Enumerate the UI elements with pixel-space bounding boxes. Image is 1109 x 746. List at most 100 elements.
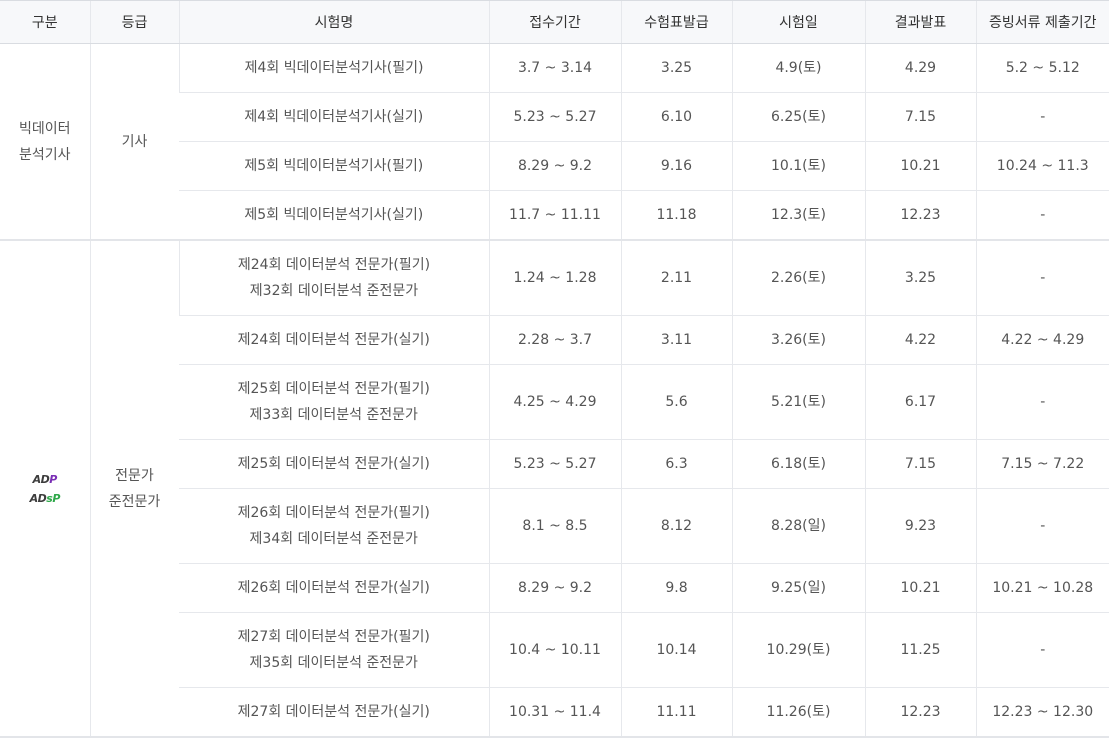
exam-name-line: 제24회 데이터분석 전문가(필기) xyxy=(237,257,431,273)
result-cell: 9.23 xyxy=(864,488,976,564)
exam-date-cell: 6.18(토) xyxy=(731,439,865,489)
grade-label: 기사 xyxy=(121,133,148,150)
registration-cell: 10.4 ~ 10.11 xyxy=(488,612,621,688)
exam-date-cell: 10.1(토) xyxy=(731,141,865,191)
exam-date-cell: 11.26(토) xyxy=(731,687,865,738)
table-row: 제24회 데이터분석 전문가(실기) 2.28 ~ 3.7 3.11 3.26(… xyxy=(0,315,1109,365)
exam-name-cell: 제25회 데이터분석 전문가(필기) 제33회 데이터분석 준전문가 xyxy=(179,364,489,440)
header-exam-date: 시험일 xyxy=(731,0,865,44)
exam-name-line: 제34회 데이터분석 준전문가 xyxy=(249,531,418,547)
table-row: 제25회 데이터분석 전문가(필기) 제33회 데이터분석 준전문가 4.25 … xyxy=(0,364,1109,440)
category-cell: ADP ADsP xyxy=(0,240,90,738)
ticket-cell: 10.14 xyxy=(620,612,732,688)
result-cell: 6.17 xyxy=(864,364,976,440)
exam-date-cell: 2.26(토) xyxy=(731,240,865,316)
table-row: 제25회 데이터분석 전문가(실기) 5.23 ~ 5.27 6.3 6.18(… xyxy=(0,439,1109,489)
grade-cell: 기사 xyxy=(89,43,179,241)
documents-cell: - xyxy=(975,240,1109,316)
table-row: ADP ADsP 전문가 준전문가 제24회 데이터분석 전문가(필기) 제32… xyxy=(0,240,1109,738)
documents-cell: 5.2 ~ 5.12 xyxy=(975,43,1109,93)
documents-cell: - xyxy=(975,190,1109,241)
grade-label: 전문가 xyxy=(115,467,154,484)
registration-cell: 1.24 ~ 1.28 xyxy=(488,240,621,316)
header-document-submission: 증빙서류 제출기간 xyxy=(975,0,1109,44)
exam-name-line: 제27회 데이터분석 전문가(필기) xyxy=(237,629,430,645)
ticket-cell: 5.6 xyxy=(620,364,732,440)
ticket-cell: 3.11 xyxy=(620,315,732,365)
exam-name-line: 제33회 데이터분석 준전문가 xyxy=(249,407,418,423)
exam-name-cell: 제5회 빅데이터분석기사(실기) xyxy=(179,190,489,241)
ticket-cell: 9.8 xyxy=(620,563,732,613)
documents-cell: 10.21 ~ 10.28 xyxy=(975,563,1109,613)
documents-cell: - xyxy=(975,364,1109,440)
exam-name-cell: 제26회 데이터분석 전문가(실기) xyxy=(179,563,489,613)
table-row: 제5회 빅데이터분석기사(실기) 11.7 ~ 11.11 11.18 12.3… xyxy=(0,190,1109,241)
ticket-cell: 3.25 xyxy=(620,43,732,93)
registration-cell: 5.23 ~ 5.27 xyxy=(488,92,621,142)
documents-cell: 12.23 ~ 12.30 xyxy=(975,687,1109,738)
exam-name-cell: 제24회 데이터분석 전문가(필기) 제32회 데이터분석 준전문가 xyxy=(178,240,489,316)
exam-name-line: 제25회 데이터분석 전문가(필기) xyxy=(237,381,430,397)
exam-date-cell: 4.9(토) xyxy=(731,43,865,93)
exam-name-cell: 제25회 데이터분석 전문가(실기) xyxy=(179,439,489,489)
registration-cell: 8.1 ~ 8.5 xyxy=(488,488,621,564)
header-grade: 등급 xyxy=(89,0,179,44)
registration-cell: 8.29 ~ 9.2 xyxy=(488,141,621,191)
adsp-logo: ADsP xyxy=(29,491,61,505)
exam-name-cell: 제4회 빅데이터분석기사(필기) xyxy=(178,43,489,93)
header-category: 구분 xyxy=(0,0,90,44)
ticket-cell: 6.10 xyxy=(620,92,732,142)
ticket-cell: 11.11 xyxy=(620,687,732,738)
registration-cell: 4.25 ~ 4.29 xyxy=(488,364,621,440)
exam-date-cell: 3.26(토) xyxy=(731,315,865,365)
category-cell: 빅데이터 분석기사 xyxy=(0,43,90,241)
exam-date-cell: 8.28(일) xyxy=(731,488,865,564)
table-row: 제26회 데이터분석 전문가(실기) 8.29 ~ 9.2 9.8 9.25(일… xyxy=(0,563,1109,613)
documents-cell: - xyxy=(975,488,1109,564)
result-cell: 12.23 xyxy=(864,190,976,241)
exam-date-cell: 5.21(토) xyxy=(731,364,865,440)
documents-cell: - xyxy=(975,612,1109,688)
exam-name-cell: 제4회 빅데이터분석기사(실기) xyxy=(179,92,489,142)
ticket-cell: 8.12 xyxy=(620,488,732,564)
adp-logo: ADP xyxy=(32,472,58,486)
ticket-cell: 9.16 xyxy=(620,141,732,191)
exam-date-cell: 6.25(토) xyxy=(731,92,865,142)
header-exam-name: 시험명 xyxy=(178,0,489,44)
table-row: 빅데이터 분석기사 기사 제4회 빅데이터분석기사(필기) 3.7 ~ 3.14… xyxy=(0,43,1109,241)
documents-cell: 4.22 ~ 4.29 xyxy=(975,315,1109,365)
registration-cell: 11.7 ~ 11.11 xyxy=(488,190,621,241)
exam-name-line: 제32회 데이터분석 준전문가 xyxy=(249,283,419,299)
table-row: 제27회 데이터분석 전문가(실기) 10.31 ~ 11.4 11.11 11… xyxy=(0,687,1109,738)
result-cell: 4.22 xyxy=(864,315,976,365)
table-row: 제27회 데이터분석 전문가(필기) 제35회 데이터분석 준전문가 10.4 … xyxy=(0,612,1109,688)
exam-name-line: 제26회 데이터분석 전문가(필기) xyxy=(237,505,430,521)
exam-name-cell: 제27회 데이터분석 전문가(필기) 제35회 데이터분석 준전문가 xyxy=(179,612,489,688)
ticket-cell: 11.18 xyxy=(620,190,732,241)
exam-date-cell: 12.3(토) xyxy=(731,190,865,241)
table-row: 제4회 빅데이터분석기사(실기) 5.23 ~ 5.27 6.10 6.25(토… xyxy=(0,92,1109,142)
result-cell: 10.21 xyxy=(864,141,976,191)
exam-name-cell: 제26회 데이터분석 전문가(필기) 제34회 데이터분석 준전문가 xyxy=(179,488,489,564)
result-cell: 12.23 xyxy=(864,687,976,738)
header-row: 구분 등급 시험명 접수기간 수험표발급 시험일 결과발표 증빙서류 제출기간 xyxy=(0,0,1109,44)
result-cell: 3.25 xyxy=(864,240,976,316)
ticket-cell: 6.3 xyxy=(620,439,732,489)
category-label: 빅데이터 xyxy=(18,120,71,137)
exam-name-line: 제35회 데이터분석 준전문가 xyxy=(249,655,418,671)
category-label: 분석기사 xyxy=(18,146,71,163)
ticket-cell: 2.11 xyxy=(620,240,732,316)
header-registration-period: 접수기간 xyxy=(488,0,621,44)
registration-cell: 2.28 ~ 3.7 xyxy=(488,315,621,365)
result-cell: 7.15 xyxy=(864,439,976,489)
registration-cell: 8.29 ~ 9.2 xyxy=(488,563,621,613)
grade-label: 준전문가 xyxy=(108,493,161,510)
result-cell: 11.25 xyxy=(864,612,976,688)
exam-name-cell: 제5회 빅데이터분석기사(필기) xyxy=(179,141,489,191)
table-row: 제5회 빅데이터분석기사(필기) 8.29 ~ 9.2 9.16 10.1(토)… xyxy=(0,141,1109,191)
registration-cell: 3.7 ~ 3.14 xyxy=(488,43,621,93)
documents-cell: - xyxy=(975,92,1109,142)
header-admission-ticket: 수험표발급 xyxy=(620,0,732,44)
exam-name-cell: 제24회 데이터분석 전문가(실기) xyxy=(179,315,489,365)
